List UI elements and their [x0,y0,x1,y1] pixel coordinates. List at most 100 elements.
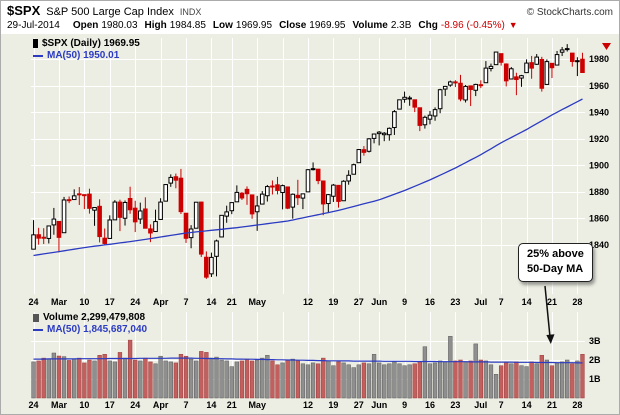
annotation-line1: 25% above [527,248,584,260]
svg-text:Apr: Apr [153,297,169,307]
volume-legend-label: Volume 2,299,479,808 [43,312,146,323]
price-legend-label: $SPX (Daily) 1969.95 [42,38,140,49]
volume-bars-icon [33,313,39,322]
ma-line-icon [33,54,43,57]
svg-text:12: 12 [303,297,313,307]
low-value: 1969.95 [235,20,273,31]
price-direction-marker [602,43,611,50]
svg-text:21: 21 [547,400,557,410]
svg-text:23: 23 [450,400,460,410]
svg-text:1980: 1980 [589,54,609,64]
close-label: Close [279,20,307,31]
svg-text:14: 14 [522,400,532,410]
svg-text:7: 7 [183,297,188,307]
low-label: Low [212,20,233,31]
svg-text:14: 14 [522,297,532,307]
change-down-icon: ▼ [508,20,518,30]
candlestick-icon [33,39,38,48]
svg-text:23: 23 [450,297,460,307]
svg-text:24: 24 [28,400,38,410]
volume-legend: Volume 2,299,479,808 [33,312,145,323]
volume-ma-line-icon [33,328,43,331]
svg-text:21: 21 [547,297,557,307]
svg-text:14: 14 [206,400,216,410]
svg-text:May: May [248,297,266,307]
annotation-arrow [544,285,555,344]
svg-text:7: 7 [183,400,188,410]
svg-text:1880: 1880 [589,187,609,197]
price-axis-labels: 1840 1860 1880 1900 1920 1940 1960 1980 [589,54,609,250]
svg-text:16: 16 [425,297,435,307]
svg-text:Jul: Jul [474,297,487,307]
price-volume-chart: 24 24 Mar Mar 10 10 17 17 24 24 Apr Apr 7 7 14 14 21 21 Ma… [1,34,619,414]
svg-text:17: 17 [105,400,115,410]
svg-text:Apr: Apr [153,400,169,410]
svg-text:7: 7 [499,400,504,410]
svg-text:Mar: Mar [51,400,68,410]
chart-header: $SPX S&P 500 Large Cap Index INDX © Stoc… [1,1,619,34]
symbol: $SPX [7,3,41,18]
svg-text:27: 27 [354,400,364,410]
svg-text:1920: 1920 [589,134,609,144]
svg-text:16: 16 [425,400,435,410]
svg-text:Jun: Jun [371,297,387,307]
svg-text:24: 24 [130,297,140,307]
close-value: 1969.95 [309,20,346,31]
svg-text:21: 21 [227,400,237,410]
open-label: Open [72,20,99,31]
svg-text:28: 28 [572,297,582,307]
quote-line: 29-Jul-2014 Open 1980.03 High 1984.85 Lo… [7,20,613,34]
volume-label: Volume [352,20,388,31]
svg-text:Jul: Jul [474,400,487,410]
price-ma-legend: MA(50) 1950.01 [33,50,119,61]
price-ma-legend-label: MA(50) 1950.01 [47,50,120,61]
chg-label: Chg [418,20,438,31]
exchange-tag: INDX [179,7,202,17]
plot-background [1,34,619,414]
svg-text:17: 17 [105,297,115,307]
candlesticks [31,44,585,279]
volume-ma-legend: MA(50) 1,845,687,040 [33,324,147,335]
high-value: 1984.85 [169,20,206,31]
annotation-line2: 50-Day MA [527,263,584,276]
svg-text:1840: 1840 [589,240,609,250]
high-label: High [144,20,167,31]
volume-value: 2.3B [390,20,412,31]
svg-text:2B: 2B [589,355,601,365]
svg-text:1940: 1940 [589,107,609,117]
price-legend: $SPX (Daily) 1969.95 [33,38,140,49]
svg-text:1860: 1860 [589,213,609,223]
svg-text:19: 19 [328,297,338,307]
copyright: © StockCharts.com [526,7,613,18]
svg-text:1B: 1B [589,374,601,384]
svg-text:24: 24 [130,400,140,410]
volume-bars [31,336,585,399]
svg-text:28: 28 [572,400,582,410]
svg-text:9: 9 [402,297,407,307]
svg-text:1900: 1900 [589,160,609,170]
quote-date: 29-Jul-2014 [7,20,60,31]
open-value: 1980.03 [101,20,138,31]
x-axis-labels: 24 24 Mar Mar 10 10 17 17 24 24 Apr Apr 7 7 14 14 21 21 Ma… [28,297,582,410]
svg-text:9: 9 [402,400,407,410]
svg-text:14: 14 [206,297,216,307]
volume-ma-legend-label: MA(50) 1,845,687,040 [47,324,148,335]
svg-text:May: May [248,400,266,410]
volume-axis-labels: 1B 2B 3B [589,336,601,384]
svg-text:27: 27 [354,297,364,307]
svg-text:12: 12 [303,400,313,410]
svg-text:10: 10 [79,400,89,410]
svg-text:Jun: Jun [371,400,387,410]
svg-text:24: 24 [28,297,38,307]
svg-text:21: 21 [227,297,237,307]
svg-text:19: 19 [328,400,338,410]
svg-text:10: 10 [79,297,89,307]
svg-text:7: 7 [499,297,504,307]
price-ma-line [33,98,583,257]
svg-text:Mar: Mar [51,297,68,307]
svg-text:3B: 3B [589,336,601,346]
index-title: S&P 500 Large Cap Index [46,6,174,18]
chg-value: -8.96 (-0.45%) [440,20,505,31]
annotation-callout: 25% above 50-Day MA [518,243,593,282]
